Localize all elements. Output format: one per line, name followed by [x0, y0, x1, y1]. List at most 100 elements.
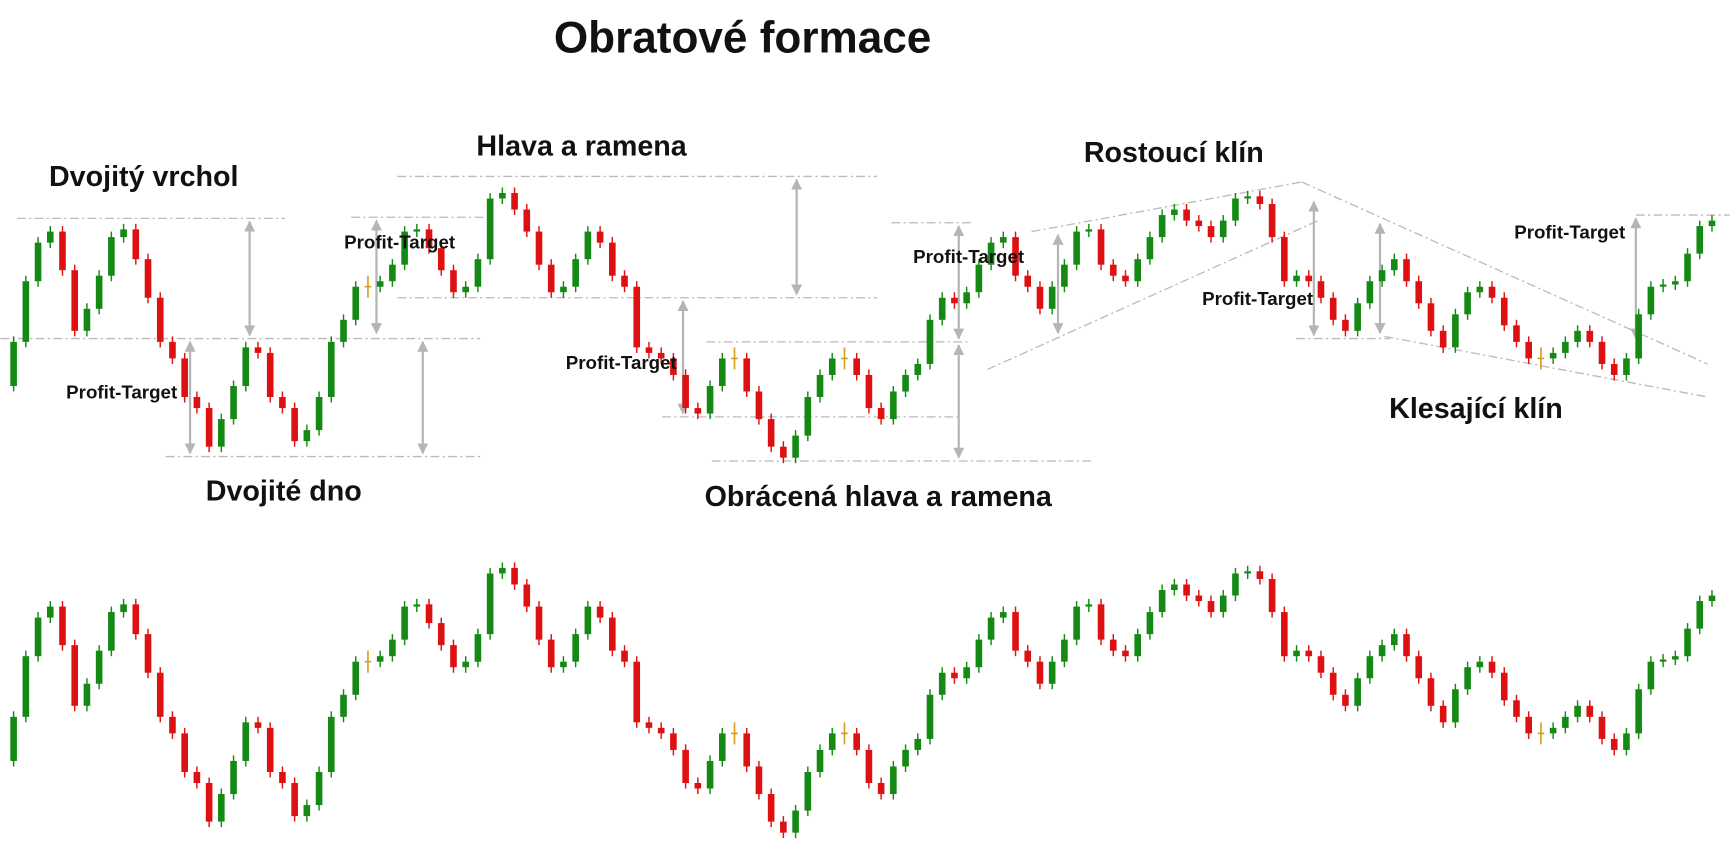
- candle-body: [511, 192, 518, 210]
- candle-body: [108, 237, 115, 276]
- candle-body: [999, 237, 1007, 243]
- candle-body: [804, 397, 812, 436]
- candle-body: [877, 408, 885, 420]
- candle-body: [1171, 584, 1178, 591]
- candle-body: [1354, 678, 1361, 706]
- candle-body: [828, 733, 836, 750]
- candle-body: [10, 341, 17, 386]
- candle-body: [584, 231, 592, 260]
- candle-body: [1183, 209, 1190, 221]
- candle-body: [743, 358, 751, 392]
- candle-body: [340, 319, 347, 342]
- candle-body: [266, 727, 274, 772]
- candle-body: [1122, 275, 1129, 282]
- candle-body: [1342, 319, 1349, 331]
- candle-body: [865, 749, 873, 784]
- candle-body: [181, 358, 188, 398]
- candle-body: [10, 716, 17, 761]
- candle-body: [254, 347, 262, 353]
- candle-body: [1158, 590, 1166, 613]
- candle-body: [584, 606, 592, 635]
- candle-body: [120, 604, 127, 613]
- candle-body: [1378, 270, 1386, 282]
- candle-body: [1061, 264, 1068, 287]
- candle-body: [462, 661, 470, 668]
- candle-body: [718, 358, 726, 386]
- candle-body: [621, 650, 628, 662]
- candle-body: [205, 783, 213, 822]
- candle-body: [1329, 672, 1337, 695]
- candle-body: [645, 722, 653, 728]
- candle-body: [1134, 259, 1142, 282]
- candle-body: [755, 391, 763, 420]
- doji: [1537, 347, 1545, 370]
- candle-body: [462, 286, 470, 293]
- candle-body: [1500, 672, 1508, 701]
- candle-body: [95, 275, 103, 309]
- candle-body: [1183, 584, 1190, 596]
- candle-body: [46, 606, 54, 618]
- candle-body: [1256, 196, 1264, 205]
- doji: [364, 275, 372, 298]
- candle-body: [132, 229, 140, 260]
- candle-body: [1305, 275, 1313, 282]
- candle-body: [767, 794, 775, 822]
- candle-body: [1085, 229, 1093, 232]
- candle-body: [682, 374, 689, 409]
- candle-body: [144, 634, 152, 673]
- candle-body: [352, 286, 360, 320]
- candle-body: [486, 198, 494, 260]
- candle-body: [1415, 656, 1423, 679]
- candle-body: [1403, 259, 1410, 282]
- candle-body: [1439, 705, 1447, 723]
- candle-body: [1464, 667, 1471, 690]
- candle-body: [914, 738, 922, 750]
- candle-body: [902, 374, 909, 392]
- candle-body: [1452, 689, 1459, 723]
- candle-body: [706, 760, 714, 789]
- candle-body: [401, 606, 408, 640]
- candle-body: [1061, 639, 1068, 662]
- candle-body: [572, 259, 579, 287]
- candle-body: [853, 358, 860, 375]
- candle-body: [169, 716, 176, 734]
- candle-body: [291, 783, 298, 817]
- candle-body: [1390, 634, 1398, 646]
- candle-body: [95, 650, 103, 684]
- candle-body: [780, 446, 787, 458]
- candle-body: [1452, 314, 1459, 348]
- candle-body: [1232, 198, 1239, 221]
- candle-body: [523, 209, 531, 232]
- candle-body: [1623, 358, 1630, 375]
- candle-body: [1097, 229, 1105, 265]
- candle-body: [890, 766, 897, 795]
- candle-body: [1610, 363, 1618, 375]
- candle-body: [1122, 650, 1129, 657]
- candle-body: [1427, 303, 1435, 331]
- candle-body: [902, 749, 909, 767]
- pattern-label: Hlava a ramena: [476, 130, 687, 162]
- candle-body: [34, 242, 42, 282]
- candle-body: [1024, 650, 1032, 662]
- candle-body: [1562, 716, 1569, 728]
- candle-body: [1598, 341, 1606, 364]
- candle-body: [1500, 297, 1508, 326]
- candle-body: [1207, 226, 1215, 238]
- candle-body: [975, 639, 983, 668]
- candle-body: [706, 385, 714, 414]
- candle-body: [816, 374, 824, 398]
- candle-body: [1659, 284, 1667, 287]
- candle-body: [1476, 286, 1484, 293]
- candle-body: [1354, 303, 1361, 331]
- doji: [364, 650, 372, 673]
- candle-body: [1598, 716, 1606, 739]
- doji: [731, 722, 738, 745]
- candle-body: [1378, 645, 1386, 657]
- candle-body: [1513, 700, 1520, 717]
- candle-body: [413, 604, 421, 607]
- candle-body: [1195, 595, 1203, 602]
- candle-body: [682, 749, 689, 784]
- candle-body: [938, 297, 946, 320]
- candle-body: [22, 656, 30, 717]
- candle-body: [1390, 259, 1398, 271]
